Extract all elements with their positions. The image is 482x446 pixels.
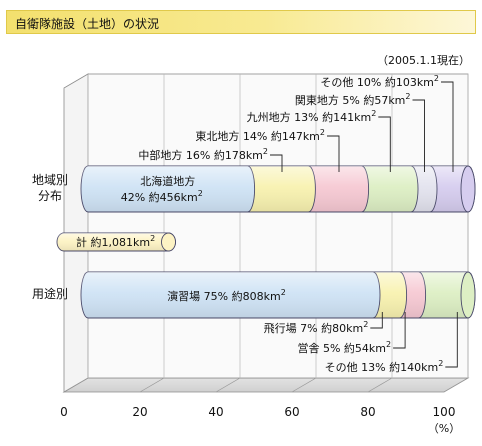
total-label: 計 約1,081km2: [76, 234, 155, 249]
floor-gridline: [367, 377, 393, 393]
leader-line: [370, 312, 383, 329]
leader-line: [378, 116, 391, 172]
leader-line: [270, 154, 283, 172]
row-label: 分布: [38, 189, 62, 203]
title-bar: 自衛隊施設（土地）の状況: [6, 10, 476, 34]
chart-floor: [62, 377, 470, 393]
floor-gridline: [443, 377, 469, 393]
row-label: 地域別: [32, 173, 68, 187]
date-label: （2005.1.1現在）: [377, 54, 470, 67]
data-label: 東北地方 14% 約147km2: [195, 128, 325, 143]
data-label: 42% 約456km2: [121, 189, 203, 204]
total-bar: [56, 232, 176, 252]
leader-line: [327, 135, 340, 172]
data-label: 飛行場 7% 約80km2: [264, 320, 369, 335]
bar-segment: [80, 271, 381, 319]
bar-segment: [411, 271, 476, 319]
row-label: 用途別: [32, 286, 68, 301]
x-unit-label: （%）: [428, 422, 460, 435]
leader-line: [441, 81, 454, 172]
bar-segment: [300, 165, 370, 213]
data-label: 九州地方 13% 約141km2: [247, 109, 377, 124]
floor-gridline: [291, 377, 317, 393]
x-tick-label: 60: [284, 405, 299, 419]
leader-line: [393, 312, 406, 349]
bar-segment: [240, 165, 316, 213]
leader-line: [445, 312, 458, 368]
data-label: その他 13% 約140km2: [325, 359, 444, 374]
chart-title: 自衛隊施設（土地）の状況: [15, 17, 160, 31]
x-tick-label: 80: [360, 405, 375, 419]
data-label: 営舎 5% 約54km2: [297, 340, 391, 355]
x-tick-label: 40: [208, 405, 223, 419]
data-label: 演習場 75% 約808km2: [167, 288, 286, 303]
bar-segment: [80, 165, 256, 213]
x-tick-label: 20: [132, 405, 147, 419]
x-tick-label: 0: [60, 405, 68, 419]
leader-line: [412, 99, 425, 172]
data-label: 北海道地方: [140, 174, 195, 188]
x-tick-label: 100: [433, 405, 456, 419]
data-label: 関東地方 5% 約57km2: [295, 92, 411, 107]
floor-gridline: [139, 377, 165, 393]
data-label: その他 10% 約103km2: [320, 74, 439, 89]
floor-gridline: [63, 377, 89, 393]
floor-gridline: [215, 377, 241, 393]
data-label: 中部地方 16% 約178km2: [138, 147, 268, 162]
